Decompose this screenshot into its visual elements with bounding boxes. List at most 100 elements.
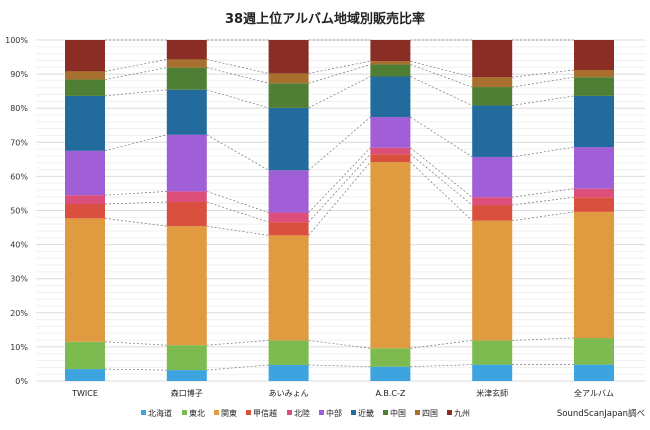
bar-segment (574, 364, 614, 381)
bar-segment (370, 147, 411, 155)
legend-label: 四国 (422, 409, 438, 418)
bar-segment (268, 364, 309, 381)
series-line (206, 134, 269, 171)
x-tick-label: 森口博子 (171, 388, 203, 398)
legend-swatch (287, 410, 292, 415)
bar-segment (472, 40, 513, 78)
bar-segment (574, 197, 614, 212)
series-line (104, 59, 167, 72)
series-line (308, 364, 371, 368)
bar-segment (370, 117, 411, 148)
bar-segment (472, 340, 513, 365)
bar-segment (268, 107, 309, 171)
y-tick-label: 70% (10, 138, 28, 147)
y-tick-label: 20% (10, 309, 28, 318)
bar-segment (166, 40, 207, 60)
source-note: SoundScanJapan調べ (557, 408, 645, 419)
bar-segment (370, 162, 411, 349)
bar-segment (574, 211, 614, 339)
bar-segment (65, 341, 105, 370)
bar-segment (166, 67, 207, 90)
bar-segment (472, 77, 513, 88)
series-line (206, 225, 269, 236)
series-line (308, 76, 371, 109)
legend-swatch (319, 410, 324, 415)
bar-segment (574, 147, 614, 189)
bar-segment (166, 345, 207, 371)
bar-segment (472, 364, 513, 381)
series-line (308, 116, 371, 171)
bar-segment (370, 64, 411, 77)
series-line (104, 191, 167, 196)
bar-segment (166, 89, 207, 135)
bar-segment (65, 204, 105, 219)
series-line (206, 340, 269, 346)
legend-label: 近畿 (358, 408, 374, 418)
legend-swatch (246, 410, 251, 415)
bar-segment (268, 235, 309, 341)
series-line (206, 89, 269, 109)
series-line (308, 64, 371, 84)
bar-segment (65, 40, 105, 72)
y-tick-label: 80% (10, 104, 28, 113)
legend-swatch (415, 410, 420, 415)
series-line (512, 211, 575, 222)
bar-segment (65, 195, 105, 205)
series-line (410, 153, 473, 206)
bar-segment (268, 170, 309, 213)
series-line (410, 364, 473, 368)
bar-segment (574, 338, 614, 365)
legend-label: 中部 (326, 408, 342, 418)
bar-segment (166, 201, 207, 227)
bar-segment (472, 87, 513, 106)
y-tick-label: 60% (10, 172, 28, 181)
bar-segment (472, 156, 513, 198)
bar-segment (65, 79, 105, 96)
series-line (410, 64, 473, 88)
bar-segment (370, 348, 411, 367)
x-tick-label: あいみょん (269, 389, 309, 398)
x-tick-label: 米津玄師 (476, 388, 508, 398)
bar-segment (166, 370, 207, 381)
bar-segment (574, 70, 614, 78)
legend-label: 東北 (189, 408, 205, 418)
series-line (512, 146, 575, 158)
series-line (308, 153, 371, 223)
bar-segment (574, 77, 614, 96)
bar-segment (472, 205, 513, 221)
bar-segment (574, 40, 614, 71)
series-line (308, 60, 371, 74)
bar-segment (65, 369, 105, 381)
bar-segment (65, 95, 105, 151)
series-line (104, 67, 167, 80)
series-line (308, 147, 371, 213)
x-tick-label: A.B.C-Z (375, 389, 405, 398)
series-line (206, 67, 269, 84)
series-line (410, 161, 473, 221)
bar-segment (370, 154, 411, 163)
bar-segment (166, 134, 207, 192)
series-line (512, 95, 575, 106)
series-line (206, 59, 269, 74)
bar-segment (268, 222, 309, 236)
bar-segment (65, 71, 105, 80)
series-line (104, 134, 167, 152)
legend-swatch (182, 410, 187, 415)
y-tick-label: 90% (10, 70, 28, 79)
series-line (206, 191, 269, 213)
y-tick-label: 10% (10, 343, 28, 352)
y-tick-label: 0% (15, 377, 28, 386)
bar-segment (370, 366, 411, 381)
x-tick-label: TWICE (71, 389, 98, 398)
chart-title: 38週上位アルバム地域別販売比率 (225, 11, 425, 27)
legend-label: 北陸 (294, 408, 310, 418)
series-line (206, 201, 269, 223)
series-line (104, 217, 167, 227)
legend-label: 甲信越 (253, 408, 277, 418)
x-tick-label: 全アルバム (574, 388, 614, 398)
legend-label: 九州 (454, 409, 470, 418)
bar-segment (65, 218, 105, 342)
legend-swatch (351, 410, 356, 415)
bar-segment (166, 59, 207, 68)
bar-segment (472, 220, 513, 341)
